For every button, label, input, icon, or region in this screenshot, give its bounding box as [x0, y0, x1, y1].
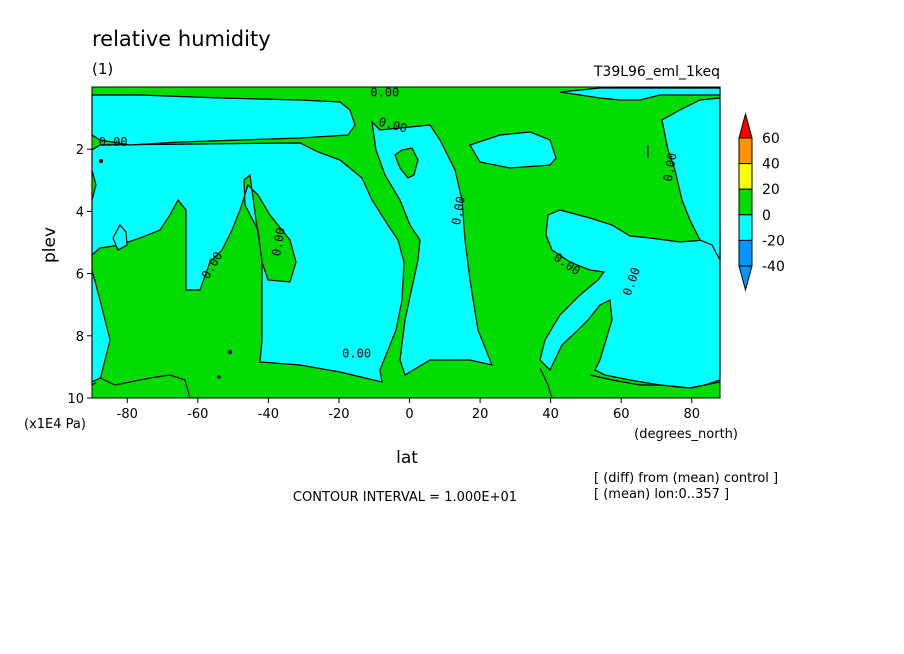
region-equator-cyan [371, 120, 493, 376]
region-ne-cyan [539, 209, 721, 389]
experiment-label: T39L96_eml_1keq [593, 64, 720, 80]
y-tick-label: 10 [67, 392, 84, 407]
contour-label: 0.00 [99, 135, 128, 149]
y-tick-label: 8 [76, 330, 84, 345]
colorbar-label: -20 [762, 233, 785, 249]
contour-label: 0.00 [661, 152, 680, 183]
contour-label: 0.00 [342, 347, 371, 361]
chart-title: relative humidity [92, 27, 271, 51]
y-axis-units: (x1E4 Pa) [24, 417, 86, 432]
x-tick-label: 20 [472, 407, 489, 422]
colorbar-label: -40 [762, 259, 785, 275]
note-mean-text: [ (mean) lon:0..357 ] [594, 487, 729, 502]
x-tick-label: 60 [613, 407, 630, 422]
x-axis-label: lat [396, 448, 418, 468]
contour-label: 0.00 [269, 226, 288, 257]
y-axis-label: plev [40, 227, 60, 263]
x-tick-label: -60 [187, 407, 208, 422]
x-axis: -80 -60 -40 -20 0 20 40 60 80 [117, 398, 700, 422]
colorbar-label: 0 [762, 208, 771, 224]
contour-label: 0.00 [449, 195, 468, 226]
x-tick-label: 80 [684, 407, 701, 422]
plot-frame [91, 86, 721, 399]
colorbar-bin [738, 188, 753, 216]
colorbar: 60 40 20 0 -20 -40 [738, 112, 785, 292]
region-south-cyan [91, 142, 405, 387]
colorbar-bin [738, 214, 753, 241]
contour-labels: 0.000.000.000.000.000.000.000.000.000.00 [99, 85, 680, 360]
colorbar-bin [738, 137, 753, 165]
plot-area: 0.000.000.000.000.000.000.000.000.000.00 [91, 85, 721, 399]
region-top-cyan [559, 87, 721, 101]
contour-extras [91, 145, 721, 399]
region-small-south [112, 223, 128, 251]
x-tick-label: 0 [405, 407, 413, 422]
colorbar-label: 20 [762, 182, 780, 198]
colorbar-top-arrow [738, 112, 753, 139]
x-axis-units: (degrees_north) [634, 427, 738, 442]
x-tick-label: -40 [258, 407, 279, 422]
colorbar-label: 60 [762, 131, 780, 147]
cyan-regions [91, 87, 721, 389]
region-polar-ne-cyan [661, 97, 721, 261]
y-tick-label: 4 [76, 205, 84, 220]
contour-interval-text: CONTOUR INTERVAL = 1.000E+01 [293, 490, 517, 505]
x-tick-label: -80 [117, 407, 138, 422]
x-tick-label: 40 [542, 407, 559, 422]
colorbar-bin [738, 239, 753, 267]
y-axis: 2 4 6 8 10 [67, 143, 92, 407]
y-tick-label: 6 [76, 268, 84, 283]
x-tick-label: -20 [328, 407, 349, 422]
colorbar-bottom-arrow [738, 265, 753, 292]
chart-subtitle: (1) [92, 60, 113, 78]
y-tick-label: 2 [76, 143, 84, 158]
contour-label: 0.00 [370, 85, 399, 99]
note-diff-text: [ (diff) from (mean) control ] [594, 471, 778, 486]
region-north-cyan [469, 131, 557, 169]
region-upper-mid-cyan [91, 94, 356, 146]
colorbar-label: 40 [762, 157, 780, 173]
colorbar-bin [738, 163, 753, 190]
